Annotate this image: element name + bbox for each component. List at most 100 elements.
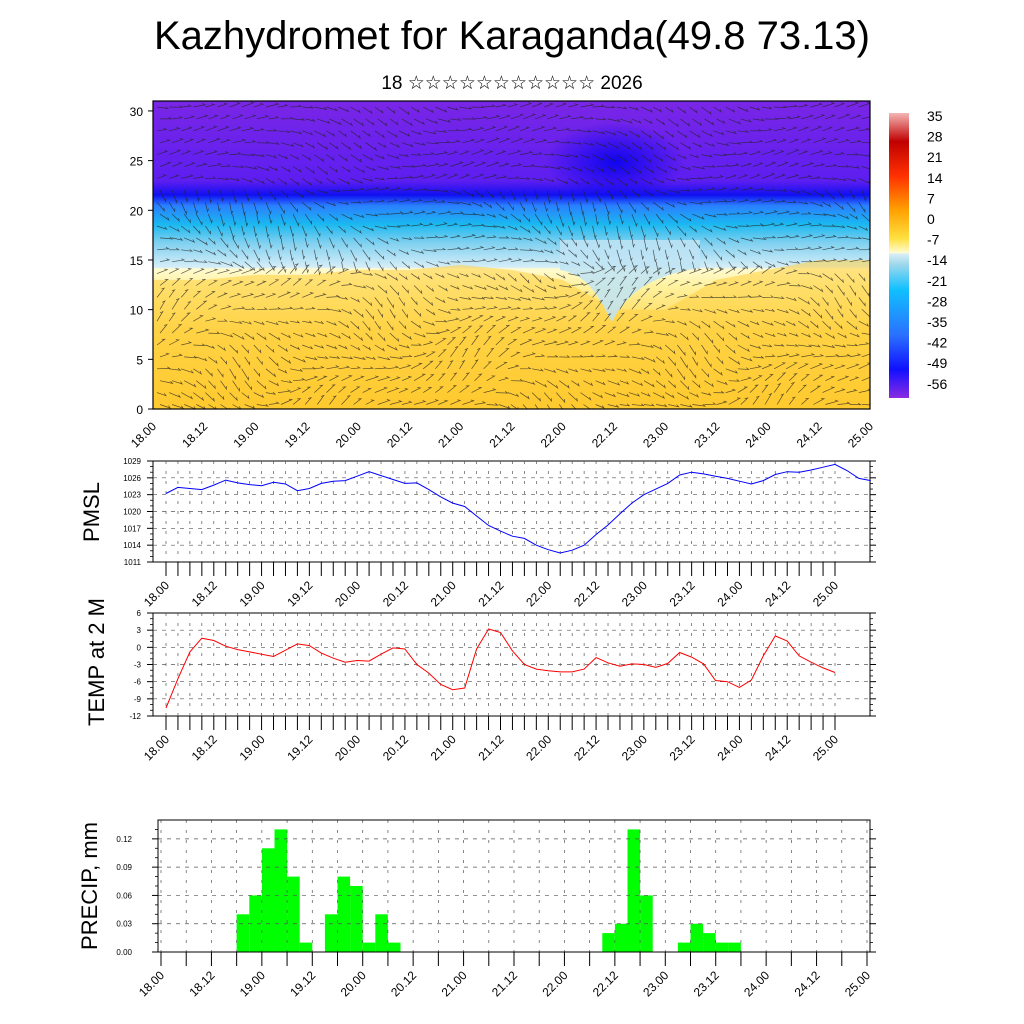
y-tick-label: 1011 bbox=[124, 558, 142, 567]
wind-vector bbox=[244, 214, 249, 227]
wind-vector bbox=[193, 392, 205, 402]
wind-vector bbox=[374, 297, 383, 308]
wind-vector bbox=[316, 237, 322, 250]
wind-vector bbox=[680, 118, 691, 127]
wind-vector bbox=[450, 260, 461, 263]
wind-vector bbox=[438, 210, 452, 215]
wind-vector bbox=[302, 320, 313, 324]
wind-vector bbox=[534, 190, 539, 201]
wind-vector bbox=[547, 166, 561, 170]
wind-vector bbox=[667, 237, 673, 249]
wind-vector bbox=[640, 392, 651, 397]
wind-vector bbox=[761, 364, 773, 370]
wind-vector bbox=[849, 213, 859, 220]
wind-vector bbox=[486, 324, 497, 334]
wind-vector bbox=[304, 261, 310, 274]
wind-vector bbox=[256, 403, 269, 407]
wind-vector bbox=[305, 142, 316, 149]
wind-vector bbox=[592, 178, 604, 187]
wind-vector bbox=[531, 125, 546, 132]
wind-vector bbox=[773, 267, 786, 274]
wind-vector bbox=[317, 189, 329, 194]
wind-vector bbox=[652, 267, 663, 274]
wind-vector bbox=[619, 326, 631, 334]
wind-vector bbox=[280, 380, 293, 384]
wind-vector bbox=[604, 249, 610, 260]
wind-vector bbox=[256, 237, 262, 250]
wind-vector bbox=[423, 320, 436, 326]
wind-vector bbox=[837, 213, 850, 220]
wind-vector bbox=[435, 222, 448, 227]
wind-vector bbox=[825, 375, 836, 382]
wind-vector bbox=[532, 317, 543, 322]
wind-vector bbox=[205, 103, 216, 108]
wind-vector bbox=[858, 342, 870, 346]
wind-vector bbox=[362, 297, 373, 307]
wind-vector bbox=[386, 176, 399, 179]
wind-vector bbox=[435, 273, 445, 279]
wind-vector bbox=[353, 187, 365, 191]
wind-vector bbox=[450, 139, 461, 144]
wind-vector bbox=[462, 399, 475, 405]
wind-vector bbox=[786, 269, 798, 274]
wind-vector bbox=[761, 344, 773, 348]
wind-vector bbox=[426, 331, 441, 334]
wind-vector bbox=[447, 128, 460, 132]
wind-vector bbox=[289, 225, 295, 238]
wind-vector bbox=[171, 138, 184, 144]
wind-vector bbox=[398, 223, 411, 227]
wind-vector bbox=[689, 176, 703, 180]
wind-vector bbox=[728, 211, 741, 215]
wind-vector bbox=[277, 130, 291, 133]
precip-bar bbox=[274, 829, 288, 952]
wind-vector bbox=[813, 234, 826, 239]
wind-vector bbox=[495, 150, 507, 155]
wind-vector bbox=[774, 126, 787, 132]
wind-vector bbox=[256, 307, 268, 310]
y-tick-label: -3 bbox=[134, 661, 142, 670]
wind-vector bbox=[655, 380, 666, 389]
wind-vector bbox=[362, 366, 375, 370]
wind-vector bbox=[389, 237, 400, 242]
wind-vector bbox=[414, 163, 427, 167]
wind-vector bbox=[773, 362, 787, 370]
wind-vector bbox=[338, 249, 344, 263]
wind-vector bbox=[341, 261, 345, 273]
wind-vector bbox=[265, 128, 278, 132]
temp-frame bbox=[152, 612, 871, 717]
wind-vector bbox=[510, 237, 523, 240]
top-x-tick-label: 24.12 bbox=[794, 419, 825, 450]
wind-vector bbox=[447, 317, 460, 322]
wind-vector bbox=[532, 151, 543, 155]
temp-grid bbox=[153, 613, 870, 716]
wind-vector bbox=[193, 225, 201, 235]
wind-vector bbox=[229, 249, 238, 259]
wind-vector bbox=[740, 308, 754, 313]
wind-vector bbox=[628, 202, 636, 214]
wind-vector bbox=[555, 225, 562, 236]
wind-vector bbox=[172, 237, 184, 241]
wind-vector bbox=[169, 247, 180, 251]
wind-vector bbox=[302, 292, 315, 298]
wind-vector bbox=[798, 384, 808, 393]
wind-vector bbox=[580, 202, 585, 216]
wind-vector bbox=[813, 114, 826, 120]
x-tick-label: 18.00 bbox=[141, 578, 172, 609]
wind-vector bbox=[716, 187, 727, 191]
wind-vector bbox=[338, 106, 350, 113]
wind-vector bbox=[410, 387, 422, 393]
wind-vector bbox=[268, 380, 280, 387]
wind-vector bbox=[193, 268, 205, 274]
wind-vector bbox=[834, 364, 846, 370]
wind-vector bbox=[411, 198, 423, 203]
wind-vector bbox=[728, 186, 740, 191]
wind-vector bbox=[510, 326, 522, 334]
wind-vector bbox=[241, 153, 255, 156]
wind-vector bbox=[265, 293, 277, 298]
wind-vector bbox=[595, 214, 599, 226]
wind-vector bbox=[184, 237, 196, 243]
wind-vector bbox=[749, 223, 764, 227]
wind-vector bbox=[329, 237, 335, 249]
wind-vector bbox=[656, 404, 668, 407]
top-y-tick-label: 25 bbox=[130, 155, 144, 169]
